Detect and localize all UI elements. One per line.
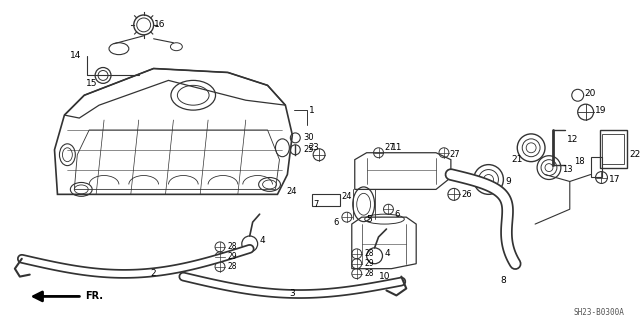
Text: 23: 23 <box>309 143 319 152</box>
Text: 18: 18 <box>574 157 585 166</box>
Text: 28: 28 <box>228 242 237 251</box>
Text: 2: 2 <box>151 269 156 278</box>
Text: 3: 3 <box>289 289 295 298</box>
Bar <box>600 130 627 167</box>
Text: 29: 29 <box>365 259 374 268</box>
Text: 5: 5 <box>367 215 372 224</box>
Text: 28: 28 <box>228 262 237 271</box>
Text: 21: 21 <box>511 155 523 164</box>
Text: 17: 17 <box>609 175 621 184</box>
Text: 24: 24 <box>342 192 353 201</box>
Text: 29: 29 <box>228 252 237 261</box>
Text: 7: 7 <box>313 200 319 209</box>
Text: SH23-B0300A: SH23-B0300A <box>573 308 624 317</box>
Text: 19: 19 <box>595 106 606 115</box>
Text: 27: 27 <box>450 150 461 159</box>
Text: 6: 6 <box>333 218 339 226</box>
Bar <box>591 157 602 176</box>
Text: 15: 15 <box>86 79 97 88</box>
Text: 26: 26 <box>462 190 472 199</box>
Text: 25: 25 <box>303 145 314 154</box>
Text: 11: 11 <box>390 143 402 152</box>
Text: 6: 6 <box>394 210 400 219</box>
Text: 8: 8 <box>500 276 506 285</box>
Text: 9: 9 <box>506 177 511 186</box>
Text: 4: 4 <box>385 249 390 258</box>
Text: 28: 28 <box>365 269 374 278</box>
Text: 27: 27 <box>385 143 395 152</box>
Text: 13: 13 <box>562 165 573 174</box>
Text: 16: 16 <box>154 20 165 29</box>
Text: 12: 12 <box>567 135 578 145</box>
Text: 14: 14 <box>70 51 81 60</box>
Bar <box>602 134 624 164</box>
Text: 22: 22 <box>629 150 640 159</box>
Text: 28: 28 <box>365 249 374 258</box>
Bar <box>312 194 340 206</box>
Text: FR.: FR. <box>85 292 103 301</box>
Text: 4: 4 <box>260 236 265 245</box>
Text: 20: 20 <box>585 89 596 98</box>
Text: 10: 10 <box>379 272 390 281</box>
Text: 30: 30 <box>303 133 314 142</box>
Text: 1: 1 <box>309 106 315 115</box>
Text: 24: 24 <box>287 187 298 196</box>
